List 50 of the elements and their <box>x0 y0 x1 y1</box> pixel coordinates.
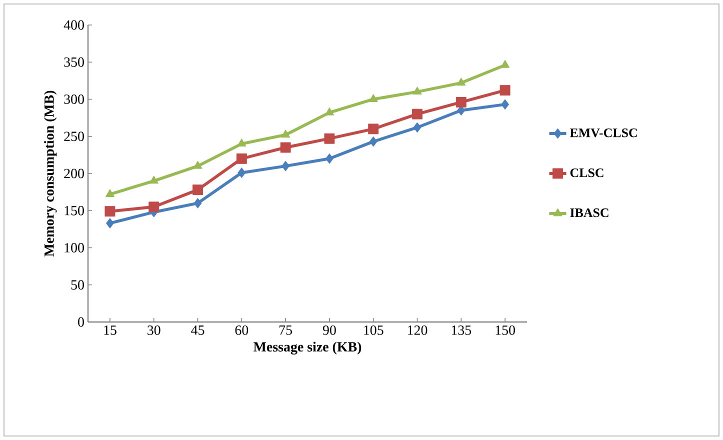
x-tick-label: 45 <box>191 325 204 335</box>
point <box>104 206 116 217</box>
point <box>501 99 510 110</box>
y-tick-label: 250 <box>64 132 84 142</box>
y-tick-label: 300 <box>64 94 84 104</box>
point <box>325 153 334 164</box>
legend-label: CLSC <box>570 168 604 178</box>
point <box>369 136 378 147</box>
point <box>368 124 379 134</box>
point <box>412 86 422 95</box>
x-axis-title: Message size (KB) <box>254 342 362 355</box>
x-tick-label: 105 <box>364 326 384 335</box>
y-tick-label: 50 <box>71 280 84 290</box>
x-tick-label: 60 <box>235 326 248 335</box>
y-tick-label: 100 <box>64 243 84 252</box>
point <box>193 160 202 169</box>
x-tick-label: 150 <box>496 326 515 335</box>
point <box>149 176 158 184</box>
point <box>192 184 203 196</box>
x-tick-label: 135 <box>452 326 472 335</box>
point <box>324 107 334 116</box>
point <box>413 122 422 133</box>
point <box>412 108 422 120</box>
point <box>106 218 114 228</box>
point <box>280 142 291 153</box>
point <box>324 133 335 144</box>
point <box>238 168 246 178</box>
x-tick-label: 120 <box>408 326 428 335</box>
point <box>105 189 115 198</box>
x-tick-label: 75 <box>280 325 292 335</box>
y-tick-label: 150 <box>64 206 84 216</box>
y-axis-title: Memory consumption (MB) <box>44 90 57 257</box>
y-tick-label: 0 <box>78 317 84 327</box>
point <box>236 153 247 164</box>
point <box>500 85 510 96</box>
point <box>194 198 202 208</box>
y-tick-label: 400 <box>64 20 84 30</box>
y-tick-label: 350 <box>64 57 84 67</box>
point <box>282 160 290 172</box>
point <box>456 78 466 86</box>
point <box>368 94 378 102</box>
point <box>280 130 290 138</box>
x-tick-label: 15 <box>104 325 116 335</box>
x-tick-label: 90 <box>322 326 336 335</box>
point <box>148 202 160 212</box>
legend-label: EMV-CLSC <box>570 128 637 138</box>
point <box>456 96 466 108</box>
legend-label: IBASC <box>570 208 608 218</box>
x-tick-label: 30 <box>148 326 160 335</box>
y-tick-label: 200 <box>64 168 84 178</box>
